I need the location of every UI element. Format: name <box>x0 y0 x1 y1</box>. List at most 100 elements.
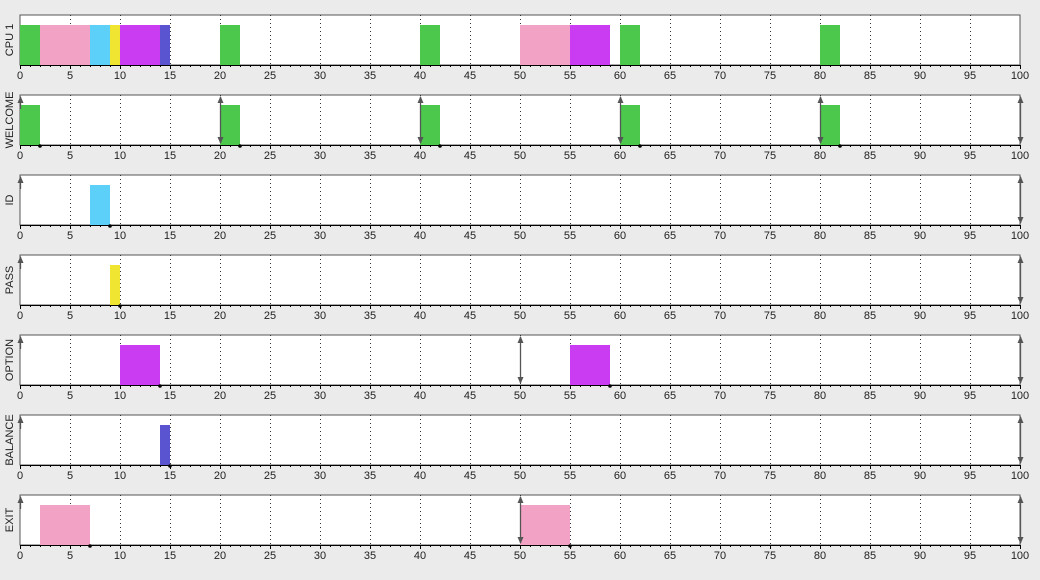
tick-label: 80 <box>814 230 826 242</box>
tick-label: 85 <box>864 150 876 162</box>
tick-label: 40 <box>414 390 426 402</box>
tick-label: 80 <box>814 310 826 322</box>
tick-label: 60 <box>614 70 626 82</box>
tick-label: 0 <box>17 230 23 242</box>
tick-label: 45 <box>464 390 476 402</box>
deadline-arrowhead <box>1017 297 1024 304</box>
segment-bar <box>620 25 640 65</box>
tick-label: 95 <box>964 550 976 562</box>
tick-label: 80 <box>814 150 826 162</box>
tick-label: 5 <box>67 470 73 482</box>
segment-bar <box>40 505 90 545</box>
tick-label: 55 <box>564 230 576 242</box>
segment-bar <box>110 25 120 65</box>
completion-marker <box>838 144 842 148</box>
arrival-arrowhead <box>17 176 24 183</box>
tick-label: 100 <box>1011 550 1029 562</box>
tick-label: 100 <box>1011 150 1029 162</box>
tick-label: 10 <box>114 310 126 322</box>
arrival-arrowhead <box>417 96 424 103</box>
tick-label: 35 <box>364 230 376 242</box>
segment-bar <box>160 425 170 465</box>
tick-label: 70 <box>714 310 726 322</box>
tick-label: 95 <box>964 150 976 162</box>
segment-bar <box>520 505 570 545</box>
arrival-arrowhead <box>817 96 824 103</box>
segment-bar <box>120 25 160 65</box>
completion-marker <box>638 144 642 148</box>
tick-label: 70 <box>714 470 726 482</box>
tick-label: 5 <box>67 70 73 82</box>
tick-label: 15 <box>164 310 176 322</box>
arrival-arrowhead <box>1017 176 1024 183</box>
deadline-arrowhead <box>1017 217 1024 224</box>
tick-label: 70 <box>714 550 726 562</box>
row-panel-exit: 0 5 10 15 20 25 30 35 40 45 50 55 60 65 70 75 80 85 90 95 10… <box>4 494 1029 562</box>
tick-label: 90 <box>914 550 926 562</box>
tick-label: 20 <box>214 310 226 322</box>
arrival-arrowhead <box>17 416 24 423</box>
tick-label: 45 <box>464 310 476 322</box>
row-label: ID <box>4 194 16 205</box>
segment-bar <box>20 25 40 65</box>
tick-label: 15 <box>164 70 176 82</box>
tick-label: 90 <box>914 70 926 82</box>
tick-label: 20 <box>214 470 226 482</box>
tick-label: 35 <box>364 70 376 82</box>
tick-label: 15 <box>164 390 176 402</box>
tick-label: 45 <box>464 470 476 482</box>
tick-label: 40 <box>414 150 426 162</box>
segment-bar <box>620 105 640 145</box>
tick-label: 0 <box>17 550 23 562</box>
deadline-arrowhead <box>517 537 524 544</box>
deadline-arrowhead <box>1017 377 1024 384</box>
tick-label: 10 <box>114 390 126 402</box>
tick-label: 35 <box>364 390 376 402</box>
tick-label: 55 <box>564 150 576 162</box>
tick-label: 0 <box>17 150 23 162</box>
tick-label: 15 <box>164 550 176 562</box>
tick-label: 20 <box>214 70 226 82</box>
segment-bar <box>120 345 160 385</box>
tick-label: 95 <box>964 70 976 82</box>
tick-label: 50 <box>514 150 526 162</box>
tick-label: 55 <box>564 390 576 402</box>
segment-bar <box>420 105 440 145</box>
tick-label: 45 <box>464 230 476 242</box>
tick-label: 70 <box>714 70 726 82</box>
tick-label: 25 <box>264 470 276 482</box>
tick-label: 65 <box>664 390 676 402</box>
arrival-arrowhead <box>1017 416 1024 423</box>
segment-bar <box>220 25 240 65</box>
tick-label: 90 <box>914 230 926 242</box>
tick-label: 65 <box>664 70 676 82</box>
segment-bar <box>110 265 120 305</box>
row-label: PASS <box>4 266 16 295</box>
tick-label: 85 <box>864 310 876 322</box>
tick-label: 60 <box>614 230 626 242</box>
row-label: WELCOME <box>4 92 16 149</box>
tick-label: 10 <box>114 470 126 482</box>
tick-label: 55 <box>564 470 576 482</box>
tick-label: 5 <box>67 550 73 562</box>
tick-label: 75 <box>764 230 776 242</box>
arrival-arrowhead <box>1017 336 1024 343</box>
completion-marker <box>38 144 42 148</box>
tick-label: 15 <box>164 470 176 482</box>
tick-label: 55 <box>564 550 576 562</box>
tick-label: 40 <box>414 550 426 562</box>
tick-label: 25 <box>264 390 276 402</box>
arrival-arrowhead <box>17 336 24 343</box>
tick-label: 5 <box>67 390 73 402</box>
segment-bar <box>570 25 610 65</box>
deadline-arrowhead <box>217 137 224 144</box>
tick-label: 70 <box>714 390 726 402</box>
tick-label: 5 <box>67 230 73 242</box>
tick-label: 60 <box>614 310 626 322</box>
tick-label: 65 <box>664 150 676 162</box>
deadline-arrowhead <box>617 137 624 144</box>
tick-label: 95 <box>964 230 976 242</box>
tick-label: 5 <box>67 150 73 162</box>
tick-label: 15 <box>164 150 176 162</box>
tick-label: 20 <box>214 550 226 562</box>
